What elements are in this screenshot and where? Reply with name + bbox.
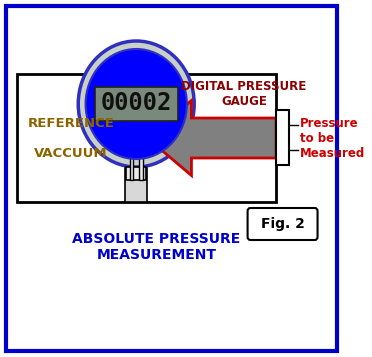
Bar: [17, 74, 276, 202]
Bar: [130, 74, 134, 180]
Text: Fig. 2: Fig. 2: [261, 217, 305, 231]
Text: VACCUUM: VACCUUM: [34, 146, 108, 160]
Text: Pressure
to be
Measured: Pressure to be Measured: [300, 116, 365, 160]
FancyBboxPatch shape: [95, 87, 178, 121]
Bar: [125, 74, 147, 202]
Circle shape: [78, 41, 194, 167]
Text: ABSOLUTE PRESSURE
MEASUREMENT: ABSOLUTE PRESSURE MEASUREMENT: [72, 232, 241, 262]
Text: DIGITAL PRESSURE
GAUGE: DIGITAL PRESSURE GAUGE: [181, 80, 307, 108]
FancyBboxPatch shape: [248, 208, 318, 240]
Text: REFERENCE: REFERENCE: [28, 116, 114, 130]
Bar: [126, 167, 146, 180]
FancyBboxPatch shape: [6, 6, 337, 351]
Bar: [276, 110, 289, 165]
Circle shape: [86, 49, 187, 159]
Bar: [139, 74, 143, 180]
Text: 00002: 00002: [100, 91, 172, 115]
FancyArrow shape: [147, 101, 276, 176]
